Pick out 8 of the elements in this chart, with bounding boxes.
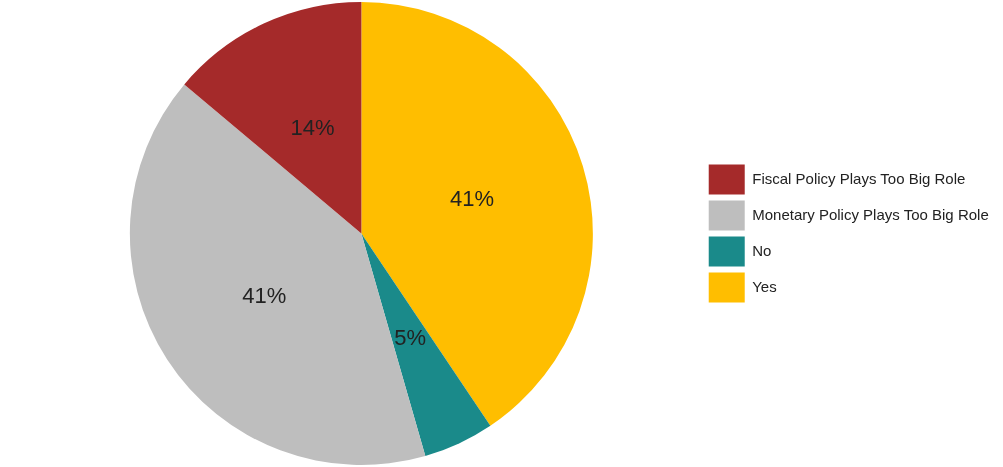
legend-label: Yes [752,277,777,295]
legend-label: Fiscal Policy Plays Too Big Role [752,169,966,187]
legend-label: Monetary Policy Plays Too Big Role [752,205,989,223]
data-label: 5% [394,324,427,350]
data-label: 41% [242,282,287,308]
data-label: 14% [290,114,335,140]
legend-label: No [752,241,772,259]
data-label: 41% [450,185,495,211]
